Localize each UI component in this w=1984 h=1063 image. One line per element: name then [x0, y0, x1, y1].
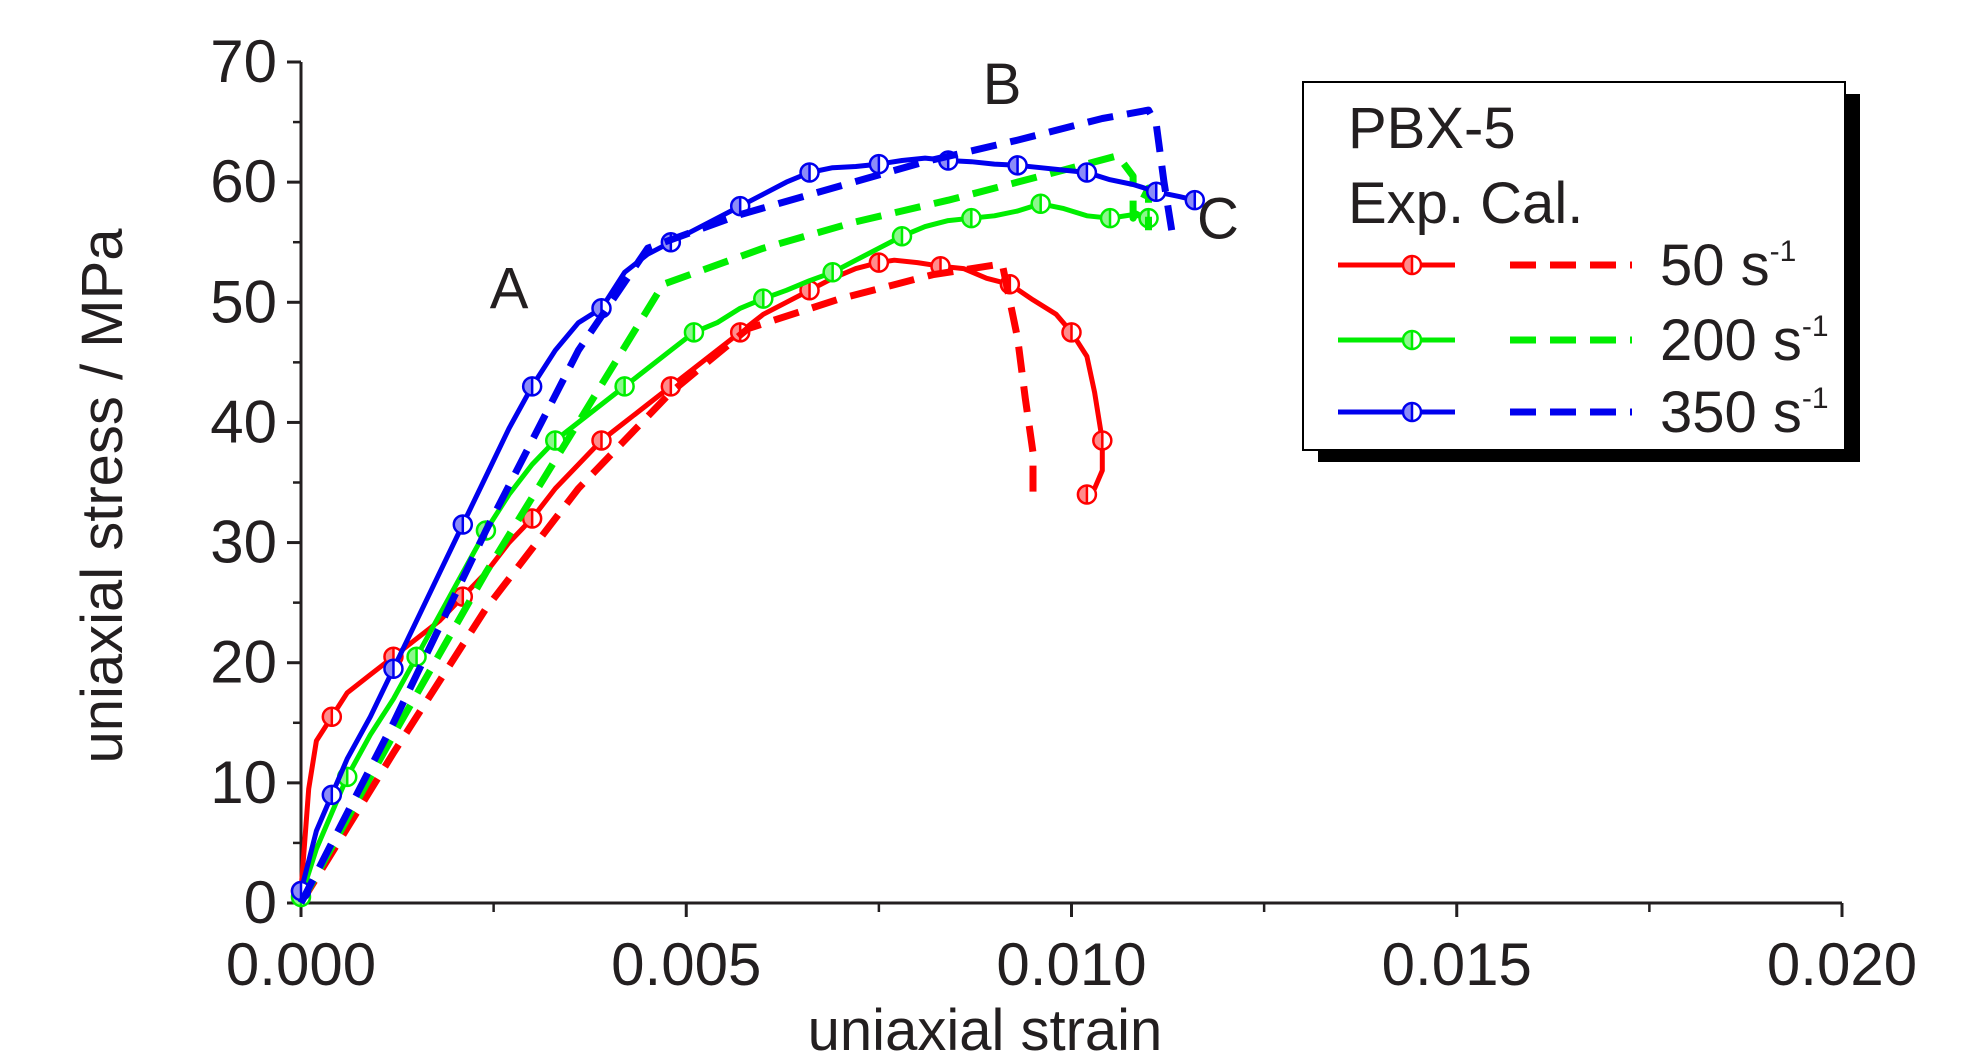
series-line [297, 106, 1176, 905]
x-tick-label: 0.010 [996, 931, 1146, 998]
data-point-fill [892, 227, 902, 246]
y-axis-title: uniaxial stress / MPa [70, 228, 135, 764]
x-tick-label: 0.005 [611, 931, 761, 998]
annotation-c: C [1197, 187, 1239, 252]
legend-marker-fill [1403, 256, 1412, 274]
legend-marker-fill [1403, 403, 1412, 421]
annotation-b: B [983, 52, 1022, 117]
series-layer [290, 106, 1206, 908]
data-point-fill [869, 253, 879, 272]
y-tick-label: 30 [210, 509, 277, 576]
y-tick-label: 20 [210, 629, 277, 696]
series-experiment-4 [290, 150, 1206, 902]
y-tick-label: 10 [210, 749, 277, 816]
data-point-fill [1008, 156, 1018, 175]
legend-label-exponent: -1 [1802, 382, 1829, 415]
data-point-fill [384, 659, 394, 678]
data-point-fill [823, 263, 833, 282]
series-experiment-0 [290, 252, 1113, 902]
data-point-fill [1077, 163, 1087, 182]
data-point-fill [1101, 209, 1111, 228]
data-point-fill [869, 155, 879, 174]
data-point-fill [292, 881, 301, 900]
axes: 0 10 20 30 40 50 60 70 0.000 0.005 0.010 0.015 0.020 [210, 28, 1917, 998]
y-tick-label: 70 [210, 28, 277, 95]
x-tick-label: 0.020 [1767, 931, 1917, 998]
data-point-fill [322, 785, 332, 804]
data-point-fill [731, 197, 741, 216]
data-point-fill [962, 209, 972, 228]
data-point-fill [322, 707, 332, 726]
data-point-fill [453, 587, 463, 606]
legend-marker-fill [1403, 331, 1412, 349]
series-calculation-1 [298, 260, 1037, 905]
series-line [298, 201, 1150, 898]
data-point-fill [615, 377, 625, 396]
series-calculation-5 [297, 106, 1176, 905]
series-calculation-3 [297, 152, 1152, 905]
data-point-fill [684, 323, 694, 342]
x-tick-label: 0.015 [1382, 931, 1532, 998]
data-point-fill [1077, 485, 1087, 504]
series-line [298, 260, 1037, 905]
data-point-fill [661, 377, 671, 396]
data-point-fill [1031, 194, 1041, 213]
x-tick-label: 0.000 [226, 931, 376, 998]
legend-label: 200 s-1 [1660, 308, 1829, 373]
legend-label-exponent: -1 [1802, 310, 1829, 343]
legend-label-exponent: -1 [1770, 235, 1797, 268]
data-point-fill [1185, 191, 1195, 210]
y-tick-label: 0 [244, 869, 277, 936]
data-point-fill [1062, 323, 1072, 342]
legend-entry-2: 200 s-1 [1338, 308, 1829, 373]
data-point-fill [453, 515, 463, 534]
data-point-fill [523, 377, 533, 396]
y-tick-label: 50 [210, 268, 277, 335]
data-point-fill [592, 431, 602, 450]
y-tick-label: 60 [210, 148, 277, 215]
data-point-fill [800, 163, 810, 182]
x-axis-title: uniaxial strain [808, 998, 1163, 1063]
data-point-fill [546, 431, 556, 450]
data-point-fill [731, 323, 741, 342]
data-point-fill [407, 647, 417, 666]
legend-entry-3: 350 s-1 [1338, 380, 1829, 445]
annotations: A B C [490, 52, 1239, 321]
y-tick-label: 40 [210, 388, 277, 455]
legend-subtitle: Exp. Cal. [1348, 171, 1583, 236]
data-point-fill [1147, 182, 1157, 201]
series-line [298, 155, 1196, 892]
legend-title: PBX-5 [1348, 96, 1516, 161]
annotation-a: A [490, 256, 529, 321]
data-point-fill [592, 299, 602, 318]
data-point-fill [754, 289, 764, 308]
series-line [297, 152, 1152, 905]
data-point-fill [1093, 431, 1103, 450]
legend-label: 350 s-1 [1660, 380, 1829, 445]
